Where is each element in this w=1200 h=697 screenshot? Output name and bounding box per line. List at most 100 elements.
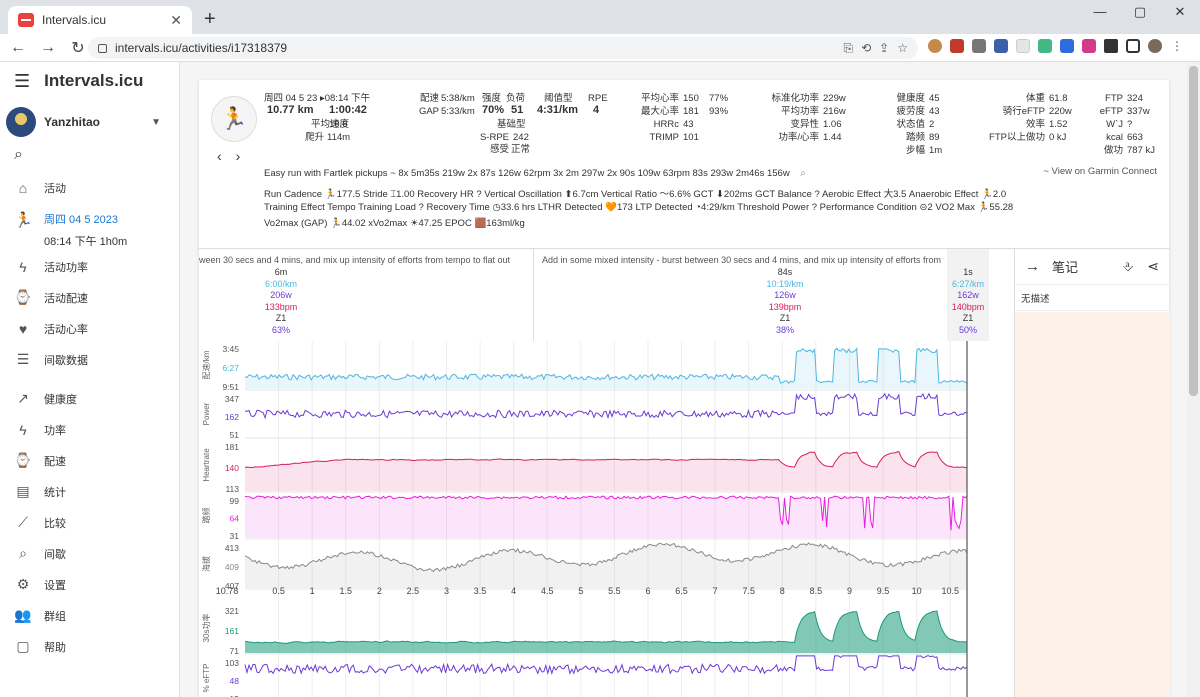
- kcal-value: 663: [1127, 132, 1143, 143]
- sidebar-item-activity-hr[interactable]: ♥ 活动心率: [0, 313, 179, 344]
- cadence-chart-tick: 99: [230, 496, 240, 506]
- sidebar-item-groups[interactable]: 👥 群组: [0, 600, 179, 631]
- sidebar-item-stats[interactable]: ▤ 统计: [0, 476, 179, 507]
- interval-column-2[interactable]: 84s 10:19/km 126w 139bpm Z1 38%: [755, 267, 815, 359]
- sidebar-item-label: 功率: [44, 424, 66, 437]
- new-tab-button[interactable]: +: [204, 8, 216, 30]
- extension-cookie-icon[interactable]: [928, 39, 942, 53]
- address-bar[interactable]: intervals.icu/activities/i17318379 ⎘ ⟲ ⇪…: [88, 37, 918, 59]
- share-icon[interactable]: ⇪: [879, 40, 890, 55]
- avatar: [6, 107, 36, 137]
- sidebar-item-label: 间歇: [44, 548, 66, 561]
- interval-description-right: Add in some mixed intensity - burst betw…: [542, 255, 944, 265]
- sidebar-item-activities[interactable]: ⌂ 活动: [0, 172, 179, 203]
- extensions-puzzle-icon[interactable]: [1104, 39, 1118, 53]
- cadence-chart-tick: 31: [230, 531, 240, 541]
- distance-text: 10.77 km: [267, 104, 314, 116]
- side-panel-icon[interactable]: [1126, 39, 1140, 53]
- interval-power: 206w: [270, 290, 292, 300]
- sidebar-item-compare[interactable]: ⟋ 比较: [0, 507, 179, 538]
- interval-highlight: [947, 249, 989, 341]
- interval-column-3[interactable]: 1s 6:27/km 162w 140bpm Z1 50%: [947, 267, 989, 359]
- interval-column-1[interactable]: 6m 6:00/km 206w 133bpm Z1 63%: [251, 267, 311, 359]
- bookmark-star-icon[interactable]: ☆: [897, 40, 908, 55]
- activity-navigation: ‹›: [217, 148, 254, 164]
- x-axis-tick: 1.5: [339, 586, 352, 596]
- sidebar-item-label: 配速: [44, 455, 66, 468]
- stream-chart-svg[interactable]: 配速/km3:456:279:51Power34716251Heartrate1…: [199, 341, 1014, 697]
- profile-avatar-icon[interactable]: [1148, 39, 1162, 53]
- sidebar-item-pace[interactable]: ⌚ 配速: [0, 445, 179, 476]
- install-icon[interactable]: ⎘: [843, 40, 854, 55]
- user-selector[interactable]: Yanzhitao ▼: [0, 100, 179, 144]
- prev-activity-icon[interactable]: ‹: [217, 148, 236, 164]
- extension-pen-icon[interactable]: [972, 39, 986, 53]
- translate-icon[interactable]: ⟲: [861, 40, 872, 55]
- x-axis-tick: 1: [310, 586, 315, 596]
- variability-value: 1.06: [823, 119, 842, 130]
- notes-body[interactable]: [1015, 312, 1170, 697]
- sidebar-divider: [0, 375, 179, 383]
- caret-down-icon[interactable]: ▼: [151, 116, 161, 128]
- app-sidebar: ☰ Intervals.icu Yanzhitao ▼ ⌕ ⌂ 活动 🏃 周四 0…: [0, 62, 180, 697]
- srpe-value: 242: [513, 132, 529, 143]
- minimize-button[interactable]: —: [1093, 4, 1107, 19]
- activity-stream-charts[interactable]: 配速/km 3:45 6:27 9:51 Power 347 162 51 Heartrate 1…: [199, 341, 1014, 697]
- search-icon[interactable]: ⌕: [800, 168, 806, 179]
- sidebar-item-current-activity[interactable]: 🏃 周四 04 5 2023 08:14 下午 1h0m: [0, 203, 179, 251]
- attach-icon[interactable]: ⎀: [1122, 258, 1134, 274]
- interval-power: 162w: [957, 290, 979, 300]
- sidebar-item-power[interactable]: ϟ 功率: [0, 414, 179, 445]
- x-axis-tick: 9.5: [877, 586, 890, 596]
- chrome-menu-icon[interactable]: ⋮: [1171, 39, 1183, 53]
- extension-vue-icon[interactable]: [1038, 39, 1052, 53]
- sidebar-item-settings[interactable]: ⚙ 设置: [0, 569, 179, 600]
- garmin-connect-link[interactable]: ~ View on Garmin Connect: [1043, 166, 1157, 177]
- x-axis-tick: 3.5: [474, 586, 487, 596]
- reload-icon[interactable]: ↻: [71, 39, 85, 57]
- arrow-right-icon[interactable]: →: [1025, 258, 1040, 275]
- scrollbar-thumb[interactable]: [1189, 66, 1198, 396]
- heartrate-chart-tick: 113: [225, 484, 239, 494]
- sidebar-item-intervals[interactable]: ⌕ 间歇: [0, 538, 179, 569]
- weight-value: 61.8: [1049, 93, 1068, 104]
- lock-icon: [98, 43, 107, 53]
- no-description[interactable]: 无描述: [1015, 285, 1169, 311]
- sidebar-item-more[interactable]: ▢ 帮助: [0, 631, 179, 662]
- trimp-value: 101: [683, 132, 699, 143]
- sidebar-item-intervals-data[interactable]: ☰ 间歇数据: [0, 344, 179, 375]
- menu-icon[interactable]: ☰: [14, 70, 31, 91]
- browser-tab[interactable]: Intervals.icu ✕: [8, 6, 192, 34]
- sidebar-item-fitness[interactable]: ↗ 健康度: [0, 383, 179, 414]
- extension-pink-icon[interactable]: [1082, 39, 1096, 53]
- x-axis-tick: 4: [511, 586, 516, 596]
- sidebar-item-activity-pace[interactable]: ⌚ 活动配速: [0, 282, 179, 313]
- tab-close-icon[interactable]: ✕: [170, 11, 182, 28]
- altitude-chart-line: [244, 542, 968, 573]
- back-icon[interactable]: ←: [10, 38, 26, 56]
- close-window-button[interactable]: ✕: [1174, 4, 1186, 19]
- home-icon: ⌂: [18, 179, 28, 196]
- eftp-chart-label: % eFTP: [202, 664, 211, 693]
- extension-grid-icon[interactable]: [1016, 39, 1030, 53]
- interval-zone: Z1: [779, 313, 791, 323]
- distance-value: 10.77 km: [267, 104, 313, 117]
- sidebar-item-activity-power[interactable]: ϟ 活动功率: [0, 251, 179, 282]
- next-activity-icon[interactable]: ›: [235, 148, 255, 164]
- extension-ublock-icon[interactable]: [950, 39, 964, 53]
- activity-description[interactable]: Easy run with Fartlek pickups: [264, 168, 388, 179]
- sidebar-item-label: 活动心率: [44, 323, 88, 336]
- share-icon[interactable]: ⋖: [1147, 258, 1159, 274]
- x-axis-tick: 6.5: [675, 586, 688, 596]
- extension-blue-icon[interactable]: [1060, 39, 1074, 53]
- search-icon[interactable]: ⌕: [14, 146, 23, 163]
- x-axis-tick: 4.5: [541, 586, 554, 596]
- power-hr-label: 功率/心率: [778, 132, 819, 143]
- extension-translate-icon[interactable]: [994, 39, 1008, 53]
- avg-hr-pct: 77%: [709, 93, 729, 104]
- max-hr-pct: 93%: [709, 106, 729, 117]
- forward-icon[interactable]: →: [40, 38, 56, 56]
- page-scrollbar[interactable]: [1187, 62, 1200, 697]
- maximize-button[interactable]: ▢: [1133, 4, 1147, 19]
- sidebar-item-label: 健康度: [44, 393, 77, 406]
